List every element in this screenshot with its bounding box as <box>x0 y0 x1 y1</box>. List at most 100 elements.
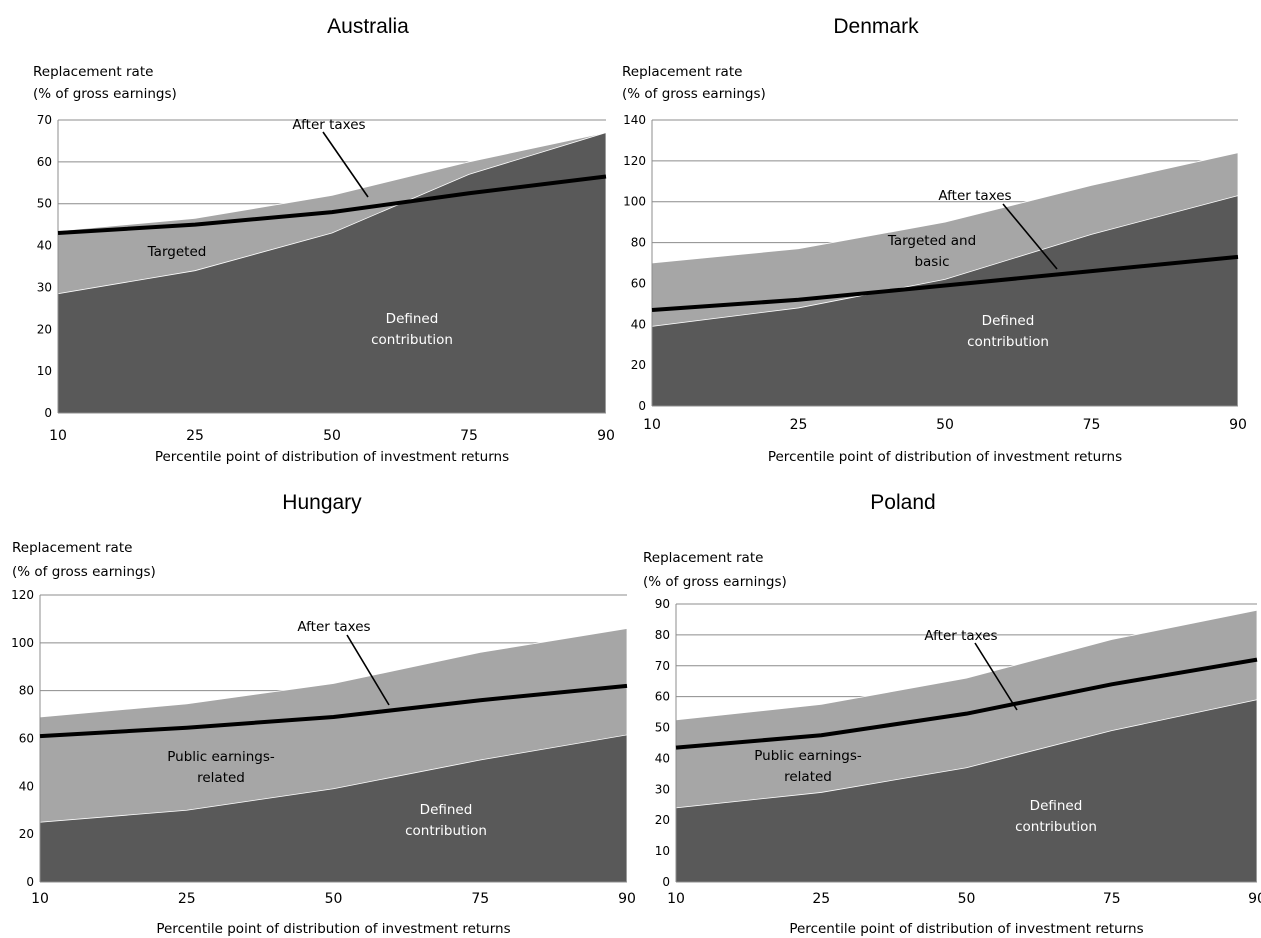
annotation-label: related <box>197 770 245 786</box>
annotation-leader <box>974 642 1018 711</box>
y-tick-label: 80 <box>655 628 670 642</box>
y-tick-label: 10 <box>655 844 670 858</box>
y-tick-label: 140 <box>623 113 646 127</box>
chart-panel-denmark: 0 20 40 60 80 100 120 140 10 25 50 75 90 Denmark Repla… <box>622 15 1247 465</box>
annotation-label: contribution <box>371 332 453 348</box>
y-tick-label: 0 <box>44 406 52 420</box>
y-tick-label: 60 <box>37 155 52 169</box>
annotation-label: basic <box>914 254 949 270</box>
x-tick-label: 90 <box>1248 891 1261 907</box>
y-tick-label: 40 <box>37 239 52 253</box>
y-tick-label: 90 <box>655 597 670 611</box>
x-tick-label: 50 <box>323 428 341 444</box>
area-defined-contribution <box>39 734 628 883</box>
x-tick-label: 10 <box>667 891 685 907</box>
annotation-label: contribution <box>1015 819 1097 835</box>
x-tick-label: 75 <box>460 428 478 444</box>
y-tick-label: 20 <box>631 358 646 372</box>
y-tick-label: 120 <box>623 154 646 168</box>
y-tick-label: 60 <box>19 732 34 746</box>
annotation-label: Defined <box>1030 798 1083 814</box>
x-tick-label: 75 <box>1083 417 1101 433</box>
x-tick-label: 25 <box>812 891 830 907</box>
annotation-leader <box>1002 203 1058 270</box>
annotation-label: Public earnings- <box>754 748 862 764</box>
line-after-taxes <box>675 657 1258 750</box>
y-tick-label: 0 <box>26 875 34 889</box>
annotation-leader <box>322 131 369 198</box>
x-axis-label: Percentile point of distribution of inve… <box>156 921 510 937</box>
chart-panel-hungary: 0 20 40 60 80 100 120 10 25 50 75 90 Hungary Replacem… <box>11 491 636 937</box>
y-tick-label: 100 <box>623 195 646 209</box>
x-tick-label: 25 <box>186 428 204 444</box>
y-tick-label: 20 <box>37 322 52 336</box>
area-defined-contribution <box>651 195 1239 407</box>
y-axis-label: (% of gross earnings) <box>622 86 766 102</box>
y-axis-label: (% of gross earnings) <box>643 574 787 590</box>
y-tick-label: 60 <box>631 276 646 290</box>
y-tick-label: 70 <box>37 113 52 127</box>
y-tick-label: 30 <box>655 782 670 796</box>
y-tick-label: 40 <box>655 751 670 765</box>
y-tick-label: 50 <box>655 721 670 735</box>
x-axis-label: Percentile point of distribution of inve… <box>789 921 1143 937</box>
y-tick-label: 10 <box>37 364 52 378</box>
y-tick-label: 120 <box>11 588 34 602</box>
x-tick-label: 10 <box>31 891 49 907</box>
chart-title: Poland <box>870 491 935 514</box>
x-tick-label: 50 <box>936 417 954 433</box>
x-axis-label: Percentile point of distribution of inve… <box>155 449 509 465</box>
annotation-label: Targeted <box>147 244 207 260</box>
chart-panel-australia: 0 10 20 30 40 50 60 70 10 25 50 75 90 Australia Replac… <box>33 15 615 465</box>
annotation-label: Defined <box>982 313 1035 329</box>
x-tick-label: 75 <box>471 891 489 907</box>
x-tick-label: 25 <box>790 417 808 433</box>
x-tick-label: 75 <box>1103 891 1121 907</box>
x-tick-label: 10 <box>49 428 67 444</box>
y-tick-label: 50 <box>37 197 52 211</box>
area-defined-contribution <box>675 699 1258 883</box>
y-tick-label: 0 <box>638 399 646 413</box>
y-axis-label: Replacement rate <box>643 550 763 566</box>
x-tick-label: 90 <box>597 428 615 444</box>
annotation-label: related <box>784 769 832 785</box>
y-tick-label: 80 <box>19 684 34 698</box>
annotation-label: contribution <box>967 334 1049 350</box>
x-tick-label: 50 <box>958 891 976 907</box>
x-tick-label: 90 <box>618 891 636 907</box>
y-tick-label: 30 <box>37 280 52 294</box>
y-tick-label: 40 <box>19 779 34 793</box>
annotation-label: contribution <box>405 823 487 839</box>
chart-title: Denmark <box>833 15 919 38</box>
x-tick-label: 10 <box>643 417 661 433</box>
x-tick-label: 25 <box>178 891 196 907</box>
annotation-label: Public earnings- <box>167 749 275 765</box>
line-after-taxes <box>651 254 1239 312</box>
annotation-label: Defined <box>386 311 439 327</box>
y-axis-label: Replacement rate <box>33 64 153 80</box>
y-axis-label: Replacement rate <box>12 540 132 556</box>
annotation-label: After taxes <box>292 117 365 133</box>
annotation-label: Defined <box>420 802 473 818</box>
line-after-taxes <box>57 174 607 236</box>
y-tick-label: 60 <box>655 690 670 704</box>
x-tick-label: 50 <box>325 891 343 907</box>
y-tick-label: 20 <box>655 813 670 827</box>
line-after-taxes <box>39 683 628 739</box>
x-axis-label: Percentile point of distribution of inve… <box>768 449 1122 465</box>
y-axis-label: Replacement rate <box>622 64 742 80</box>
annotation-leader <box>346 634 390 706</box>
y-tick-label: 80 <box>631 236 646 250</box>
y-axis-label: (% of gross earnings) <box>33 86 177 102</box>
annotation-label: After taxes <box>938 188 1011 204</box>
y-tick-label: 100 <box>11 636 34 650</box>
annotation-label: Targeted and <box>887 233 976 249</box>
y-tick-label: 70 <box>655 659 670 673</box>
x-tick-label: 90 <box>1229 417 1247 433</box>
y-tick-label: 0 <box>662 875 670 889</box>
chart-title: Hungary <box>282 491 362 514</box>
y-axis-label: (% of gross earnings) <box>12 564 156 580</box>
y-tick-label: 40 <box>631 317 646 331</box>
y-tick-label: 20 <box>19 827 34 841</box>
